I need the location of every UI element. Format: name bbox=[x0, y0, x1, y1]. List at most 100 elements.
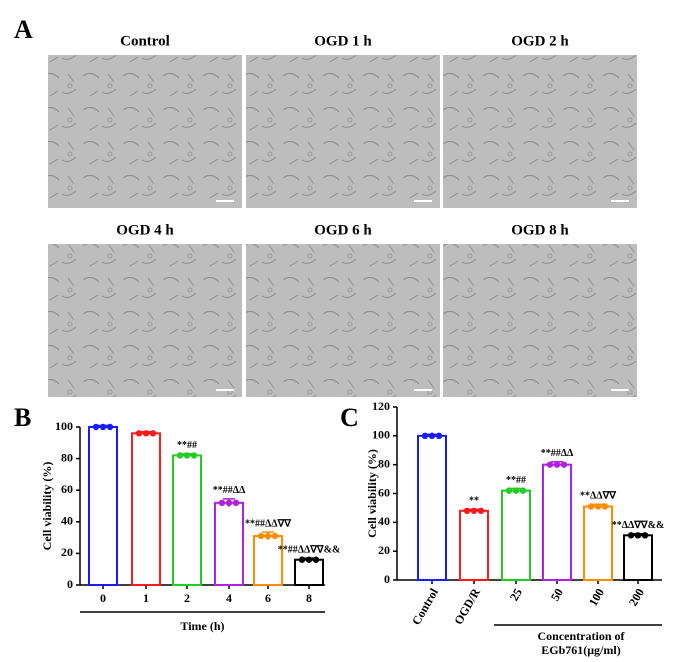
data-point bbox=[641, 532, 649, 539]
scale-bar bbox=[216, 389, 234, 391]
image-title: OGD 6 h bbox=[314, 222, 372, 238]
bar bbox=[131, 432, 161, 586]
micrograph bbox=[443, 244, 637, 397]
data-point bbox=[477, 507, 485, 514]
significance: **##ΔΔ bbox=[213, 485, 246, 496]
data-point bbox=[135, 430, 143, 437]
data-point bbox=[183, 452, 191, 459]
bar bbox=[172, 454, 202, 586]
data-point bbox=[553, 461, 561, 468]
data-point bbox=[271, 532, 279, 540]
image-title: OGD 4 h bbox=[116, 222, 174, 238]
significance: **ΔΔ∇∇ bbox=[580, 491, 617, 502]
y-tick-label: 40 bbox=[378, 514, 390, 528]
y-tick-label: 100 bbox=[55, 419, 73, 433]
significance: ** bbox=[469, 496, 479, 507]
image-title: OGD 8 h bbox=[511, 222, 569, 238]
data-point bbox=[546, 461, 554, 468]
scale-bar bbox=[414, 200, 432, 202]
bar bbox=[459, 509, 489, 581]
data-point bbox=[594, 503, 602, 510]
data-point bbox=[312, 556, 320, 563]
bar bbox=[501, 489, 531, 581]
x-tick-label: Control bbox=[409, 585, 441, 627]
micrograph bbox=[48, 55, 242, 208]
y-tick-label: 60 bbox=[61, 482, 73, 496]
data-point bbox=[463, 507, 471, 514]
data-point bbox=[601, 503, 609, 510]
data-point bbox=[470, 507, 478, 514]
panel-label: A bbox=[14, 15, 33, 44]
data-point bbox=[218, 499, 226, 507]
x-tick-label: 0 bbox=[100, 591, 106, 605]
micrograph bbox=[48, 244, 242, 397]
y-tick-label: 120 bbox=[372, 399, 390, 413]
data-point bbox=[560, 461, 568, 468]
bar bbox=[253, 535, 283, 587]
micrograph bbox=[246, 55, 440, 208]
bar bbox=[294, 558, 324, 586]
x-tick-label: 200 bbox=[626, 586, 647, 609]
x-tick-label: 25 bbox=[507, 586, 525, 603]
data-point bbox=[142, 430, 150, 437]
data-point bbox=[519, 487, 527, 494]
x-axis-label: Time (h) bbox=[180, 619, 224, 633]
panel-label: C bbox=[340, 403, 359, 432]
data-point bbox=[149, 430, 157, 437]
bar bbox=[417, 434, 447, 582]
data-point bbox=[92, 423, 100, 431]
significance: **## bbox=[506, 475, 526, 486]
data-point bbox=[505, 487, 513, 494]
x-tick-label: 4 bbox=[226, 591, 232, 605]
bar bbox=[583, 505, 613, 582]
data-point bbox=[305, 556, 313, 563]
data-point bbox=[428, 432, 436, 440]
scale-bar bbox=[611, 389, 629, 391]
x-tick-label: 2 bbox=[184, 591, 190, 605]
data-point bbox=[176, 452, 184, 459]
data-point bbox=[232, 499, 240, 507]
y-tick-label: 20 bbox=[61, 545, 73, 559]
data-point bbox=[190, 452, 198, 459]
data-point bbox=[627, 532, 635, 539]
y-tick-label: 80 bbox=[378, 456, 390, 470]
panel-label: B bbox=[14, 403, 31, 432]
data-point bbox=[512, 487, 520, 494]
data-point bbox=[298, 556, 306, 563]
y-tick-label: 100 bbox=[372, 428, 390, 442]
bar bbox=[542, 463, 572, 581]
significance: **##ΔΔ bbox=[541, 448, 574, 459]
y-tick-label: 40 bbox=[61, 514, 73, 528]
y-axis-label: Cell viability (%) bbox=[365, 449, 379, 538]
bar bbox=[88, 426, 118, 586]
x-axis-label: EGb761(μg/ml) bbox=[541, 643, 620, 657]
y-tick-label: 80 bbox=[61, 450, 73, 464]
x-tick-label: 100 bbox=[586, 586, 607, 609]
y-tick-label: 0 bbox=[67, 577, 73, 591]
x-tick-label: 8 bbox=[306, 591, 312, 605]
image-title: OGD 2 h bbox=[511, 33, 569, 49]
y-tick-label: 0 bbox=[384, 572, 390, 586]
x-tick-label: OGD/R bbox=[451, 586, 483, 627]
image-title: OGD 1 h bbox=[314, 33, 372, 49]
micrograph bbox=[246, 244, 440, 397]
data-point bbox=[421, 432, 429, 440]
data-point bbox=[106, 423, 114, 431]
bar bbox=[623, 534, 653, 582]
x-tick-label: 50 bbox=[548, 586, 566, 603]
bar bbox=[214, 501, 244, 586]
significance: **##ΔΔ∇∇ bbox=[245, 518, 292, 529]
significance: **## bbox=[177, 440, 197, 451]
data-point bbox=[264, 532, 272, 540]
scale-bar bbox=[216, 200, 234, 202]
data-point bbox=[257, 532, 265, 540]
y-axis-label: Cell viability (%) bbox=[40, 462, 54, 551]
data-point bbox=[435, 432, 443, 440]
data-point bbox=[225, 499, 233, 507]
significance: **ΔΔ∇∇&& bbox=[612, 520, 665, 531]
y-tick-label: 20 bbox=[378, 543, 390, 557]
scale-bar bbox=[414, 389, 432, 391]
data-point bbox=[99, 423, 107, 431]
significance: **##ΔΔ∇∇&& bbox=[278, 544, 341, 555]
